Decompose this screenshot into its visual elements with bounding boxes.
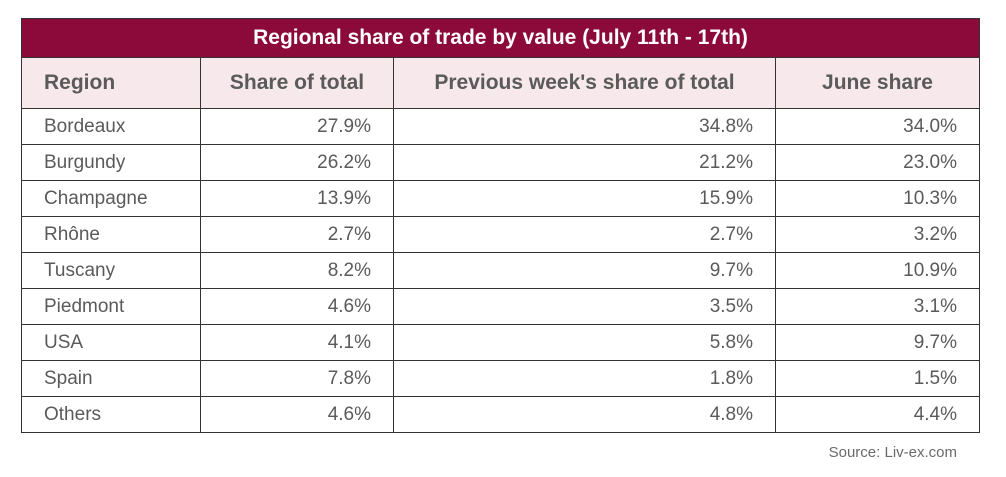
june-share-cell: 10.9% (775, 252, 980, 289)
june-share-cell: 3.2% (775, 216, 980, 253)
previous-week-share-cell: 5.8% (393, 324, 776, 361)
share-of-total-cell: 2.7% (200, 216, 394, 253)
table-row: Rhône 2.7% 2.7% 3.2% (21, 216, 980, 253)
table-row: Champagne 13.9% 15.9% 10.3% (21, 180, 980, 217)
share-of-total-cell: 4.6% (200, 288, 394, 325)
source-note: Source: Liv-ex.com (828, 444, 957, 461)
table-row: Tuscany 8.2% 9.7% 10.9% (21, 252, 980, 289)
region-cell: Piedmont (21, 288, 201, 325)
region-cell: Spain (21, 360, 201, 397)
previous-week-share-cell: 21.2% (393, 144, 776, 181)
table-title: Regional share of trade by value (July 1… (21, 18, 980, 58)
june-share-cell: 3.1% (775, 288, 980, 325)
table-row: Spain 7.8% 1.8% 1.5% (21, 360, 980, 397)
previous-week-share-cell: 9.7% (393, 252, 776, 289)
june-share-cell: 10.3% (775, 180, 980, 217)
title-row: Regional share of trade by value (July 1… (21, 18, 980, 58)
table-row: Piedmont 4.6% 3.5% 3.1% (21, 288, 980, 325)
region-cell: USA (21, 324, 201, 361)
previous-week-share-cell: 34.8% (393, 108, 776, 145)
share-of-total-cell: 26.2% (200, 144, 394, 181)
column-header-share: Share of total (200, 57, 394, 109)
june-share-cell: 23.0% (775, 144, 980, 181)
column-header-previous-week: Previous week's share of total (393, 57, 776, 109)
share-of-total-cell: 8.2% (200, 252, 394, 289)
june-share-cell: 9.7% (775, 324, 980, 361)
table-row: Others 4.6% 4.8% 4.4% (21, 396, 980, 433)
region-cell: Bordeaux (21, 108, 201, 145)
previous-week-share-cell: 3.5% (393, 288, 776, 325)
header-row: Region Share of total Previous week's sh… (21, 57, 980, 109)
previous-week-share-cell: 2.7% (393, 216, 776, 253)
previous-week-share-cell: 1.8% (393, 360, 776, 397)
share-of-total-cell: 4.1% (200, 324, 394, 361)
column-header-june: June share (775, 57, 980, 109)
region-cell: Tuscany (21, 252, 201, 289)
june-share-cell: 4.4% (775, 396, 980, 433)
column-header-region: Region (21, 57, 201, 109)
share-of-total-cell: 7.8% (200, 360, 394, 397)
trade-share-table: Regional share of trade by value (July 1… (21, 18, 980, 433)
table-body: Bordeaux 27.9% 34.8% 34.0% Burgundy 26.2% 21.2… (21, 108, 980, 433)
table-row: Burgundy 26.2% 21.2% 23.0% (21, 144, 980, 181)
table-row: Bordeaux 27.9% 34.8% 34.0% (21, 108, 980, 145)
share-of-total-cell: 4.6% (200, 396, 394, 433)
share-of-total-cell: 13.9% (200, 180, 394, 217)
previous-week-share-cell: 15.9% (393, 180, 776, 217)
region-cell: Others (21, 396, 201, 433)
region-cell: Burgundy (21, 144, 201, 181)
region-cell: Champagne (21, 180, 201, 217)
june-share-cell: 34.0% (775, 108, 980, 145)
june-share-cell: 1.5% (775, 360, 980, 397)
share-of-total-cell: 27.9% (200, 108, 394, 145)
table-row: USA 4.1% 5.8% 9.7% (21, 324, 980, 361)
region-cell: Rhône (21, 216, 201, 253)
previous-week-share-cell: 4.8% (393, 396, 776, 433)
